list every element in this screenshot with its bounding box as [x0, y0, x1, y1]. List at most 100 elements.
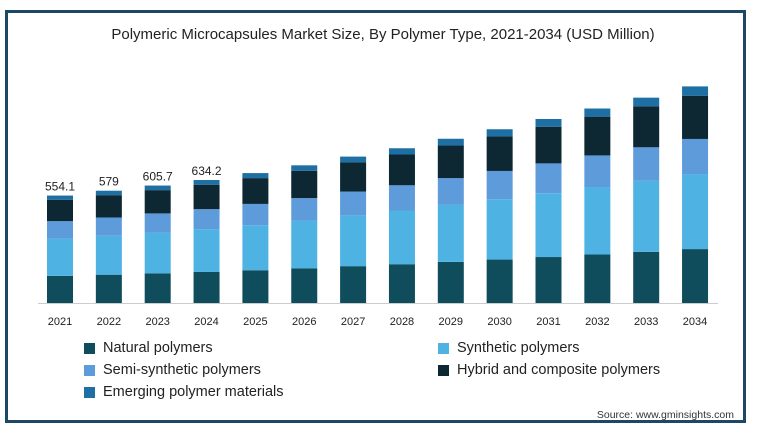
bar-segment — [144, 232, 171, 274]
bar-data-label: 554.1 — [45, 180, 75, 194]
x-tick-label: 2034 — [683, 316, 707, 328]
bar-segment — [291, 220, 318, 269]
bar-segment — [437, 261, 464, 303]
bar-segment — [682, 174, 709, 250]
bar-segment — [242, 225, 269, 271]
bar-segment — [437, 178, 464, 205]
bar-segment — [633, 97, 660, 107]
bar-segment — [47, 199, 73, 222]
legend-label: Hybrid and composite polymers — [457, 362, 661, 378]
x-tick-label: 2024 — [194, 316, 218, 328]
bar-segment — [291, 268, 318, 303]
bar-segment — [47, 195, 73, 200]
bar-segment — [144, 213, 171, 233]
bar-segment — [242, 270, 269, 303]
x-tick-label: 2030 — [487, 316, 511, 328]
legend-swatch — [438, 364, 449, 376]
legend-swatch — [438, 342, 449, 354]
legend-item-emerging-polymer-materials: Emerging polymer materials — [84, 384, 284, 400]
legend-swatch — [84, 342, 95, 354]
legend-label: Synthetic polymers — [457, 340, 580, 356]
legend-label: Semi-synthetic polymers — [103, 362, 261, 378]
bar-segment — [193, 209, 220, 230]
bar-segment — [47, 275, 73, 303]
bar-segment — [486, 129, 513, 137]
bar-segment — [486, 199, 513, 260]
bar-segment — [535, 163, 562, 194]
bar-data-label: 634.2 — [192, 164, 222, 178]
bar-segment — [535, 126, 562, 164]
bar-segment — [193, 271, 220, 303]
bar-segment — [633, 180, 660, 252]
bar-segment — [535, 193, 562, 258]
bar-segment — [535, 257, 562, 303]
bar-segment — [633, 147, 660, 181]
source-note: Source: www.gminsights.com — [596, 409, 734, 421]
bar-segment — [584, 108, 611, 117]
legend-item-hybrid-and-composite-polymers: Hybrid and composite polymers — [438, 362, 660, 378]
bar-segment — [242, 173, 269, 179]
bar-segment — [291, 198, 318, 221]
bar-segment — [291, 170, 318, 199]
bar-segment — [95, 235, 122, 275]
bar-segment — [584, 254, 611, 303]
x-tick-label: 2027 — [341, 316, 365, 328]
bar-segment — [95, 274, 122, 303]
bar-segment — [682, 86, 709, 96]
bar-segment — [682, 249, 709, 303]
legend-label: Emerging polymer materials — [103, 384, 284, 400]
bar-segment — [535, 118, 562, 127]
legend-label: Natural polymers — [103, 340, 213, 356]
chart-plot: 2021 554.1 2022 579 2023 605.7 2024 634.2 2025 20… — [38, 86, 718, 328]
legend-swatch — [84, 386, 95, 398]
bar-segment — [388, 210, 415, 265]
bar-segment — [437, 204, 464, 262]
bar-segment — [95, 217, 122, 236]
bar-segment — [388, 185, 415, 211]
bar-segment — [584, 187, 611, 255]
bar-segment — [193, 180, 220, 185]
bar-segment — [486, 170, 513, 200]
bar-segment — [388, 264, 415, 303]
x-tick-label: 2033 — [634, 316, 658, 328]
bar-segment — [340, 215, 367, 267]
x-tick-label: 2022 — [97, 316, 121, 328]
bar-data-label: 605.7 — [143, 170, 173, 184]
bar-segment — [340, 156, 367, 163]
bar-segment — [144, 273, 171, 303]
bar-segment — [47, 238, 73, 276]
bar-segment — [193, 229, 220, 272]
bar-segment — [682, 95, 709, 139]
bar-segment — [388, 148, 415, 155]
x-tick-label: 2021 — [48, 316, 72, 328]
bar-segment — [486, 259, 513, 303]
x-tick-label: 2026 — [292, 316, 316, 328]
x-tick-label: 2028 — [390, 316, 414, 328]
bar-segment — [633, 106, 660, 148]
bar-data-label: 579 — [99, 175, 119, 189]
bar-segment — [437, 138, 464, 146]
bar-segment — [340, 191, 367, 216]
bar-segment — [340, 266, 367, 303]
bar-segment — [95, 195, 122, 218]
chart-frame — [5, 10, 746, 423]
bar-segment — [340, 162, 367, 192]
bar-segment — [291, 165, 318, 171]
legend-item-semi-synthetic-polymers: Semi-synthetic polymers — [84, 362, 261, 378]
bar-segment — [242, 178, 269, 204]
bar-segment — [682, 138, 709, 175]
chart-title: Polymeric Microcapsules Market Size, By … — [111, 26, 655, 43]
x-tick-label: 2029 — [439, 316, 463, 328]
bar-segment — [144, 185, 171, 191]
bar-segment — [47, 221, 73, 239]
bar-segment — [633, 251, 660, 303]
x-tick-label: 2031 — [536, 316, 560, 328]
x-tick-label: 2025 — [243, 316, 267, 328]
legend-swatch — [84, 364, 95, 376]
bar-segment — [584, 155, 611, 188]
bar-segment — [584, 116, 611, 156]
bar-segment — [242, 203, 269, 226]
bar-segment — [388, 154, 415, 186]
bar-segment — [437, 145, 464, 179]
bar-segment — [95, 190, 122, 196]
